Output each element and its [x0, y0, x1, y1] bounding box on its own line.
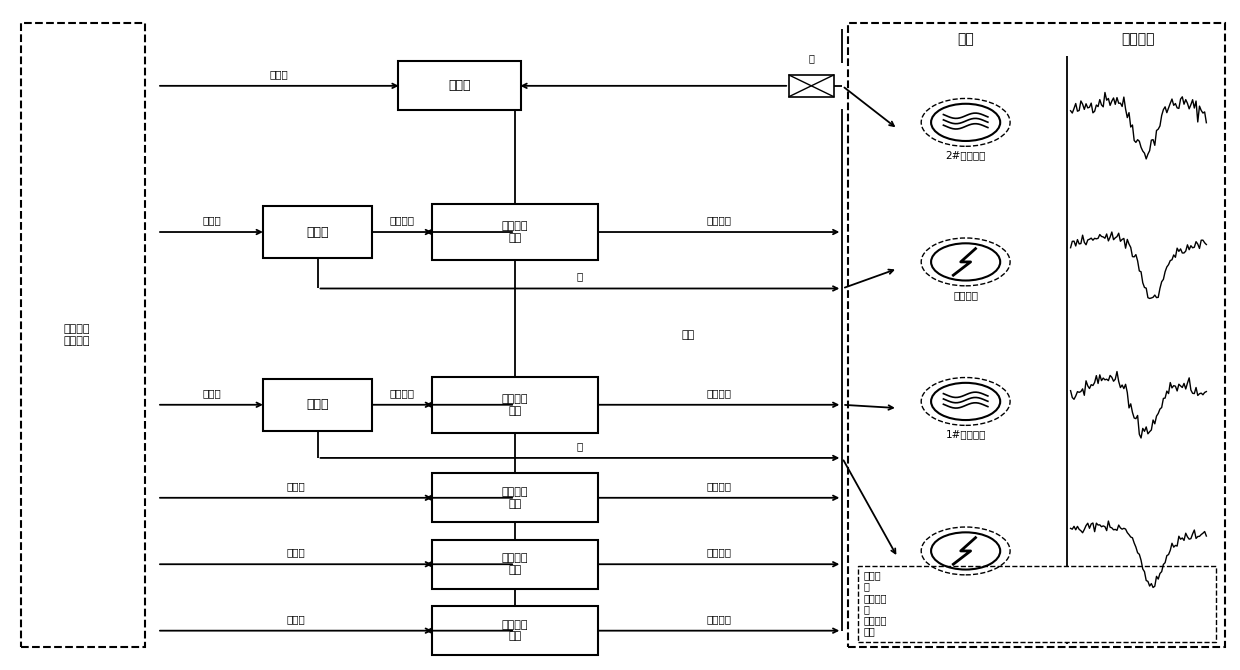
Text: 天然气: 天然气: [286, 481, 305, 491]
Text: 高温蒸汽: 高温蒸汽: [707, 614, 732, 624]
Text: 热水: 热水: [863, 626, 875, 636]
Text: 热水: 热水: [681, 330, 694, 340]
Text: 用电负荷: 用电负荷: [954, 290, 978, 300]
FancyBboxPatch shape: [433, 473, 598, 523]
FancyBboxPatch shape: [398, 61, 521, 111]
Text: 电: 电: [577, 271, 583, 281]
FancyBboxPatch shape: [433, 204, 598, 260]
Text: 用电负荷: 用电负荷: [954, 579, 978, 589]
Text: 混合烟气: 混合烟气: [389, 215, 414, 225]
Text: 除氧器: 除氧器: [449, 79, 471, 92]
Text: 天然气: 天然气: [863, 571, 880, 580]
Text: 燃气蒸汽
锅炉: 燃气蒸汽 锅炉: [502, 553, 528, 575]
Text: 2#用热负荷: 2#用热负荷: [945, 151, 986, 161]
FancyBboxPatch shape: [433, 606, 598, 655]
Text: 天然气: 天然气: [286, 547, 305, 557]
FancyBboxPatch shape: [789, 75, 833, 96]
Text: 余热蒸汽
锅炉: 余热蒸汽 锅炉: [502, 221, 528, 243]
FancyBboxPatch shape: [263, 206, 372, 258]
Text: 高温蒸汽: 高温蒸汽: [863, 593, 887, 603]
Text: 内燃机: 内燃机: [306, 398, 329, 411]
Text: 电: 电: [863, 604, 869, 614]
Text: 高温蒸汽: 高温蒸汽: [707, 388, 732, 398]
FancyBboxPatch shape: [263, 379, 372, 431]
Text: 燃气蒸汽
锅炉: 燃气蒸汽 锅炉: [502, 487, 528, 509]
Text: 量: 量: [808, 54, 815, 64]
Text: 高温蒸汽: 高温蒸汽: [707, 547, 732, 557]
Text: 余热蒸汽
锅炉: 余热蒸汽 锅炉: [502, 394, 528, 415]
Text: 天然气: 天然气: [202, 215, 221, 225]
Text: 源（天然
气、水）: 源（天然 气、水）: [63, 324, 91, 346]
Text: 负荷曲线: 负荷曲线: [1122, 32, 1156, 46]
FancyBboxPatch shape: [433, 539, 598, 589]
Text: 混合烟气: 混合烟气: [863, 615, 887, 625]
FancyBboxPatch shape: [433, 377, 598, 433]
Text: 用户: 用户: [957, 32, 973, 46]
Text: 自来水: 自来水: [270, 69, 289, 79]
Text: 电: 电: [577, 441, 583, 451]
Text: 高温蒸汽: 高温蒸汽: [707, 215, 732, 225]
Text: 内燃机: 内燃机: [306, 226, 329, 239]
Text: 混合烟气: 混合烟气: [389, 388, 414, 398]
Text: 1#用热负荷: 1#用热负荷: [945, 429, 986, 440]
FancyBboxPatch shape: [858, 565, 1216, 642]
Text: 天然气: 天然气: [202, 388, 221, 398]
Text: 水: 水: [863, 582, 869, 592]
Text: 天然气: 天然气: [286, 614, 305, 624]
Text: 燃气蒸汽
锅炉: 燃气蒸汽 锅炉: [502, 620, 528, 641]
Text: 高温蒸汽: 高温蒸汽: [707, 481, 732, 491]
